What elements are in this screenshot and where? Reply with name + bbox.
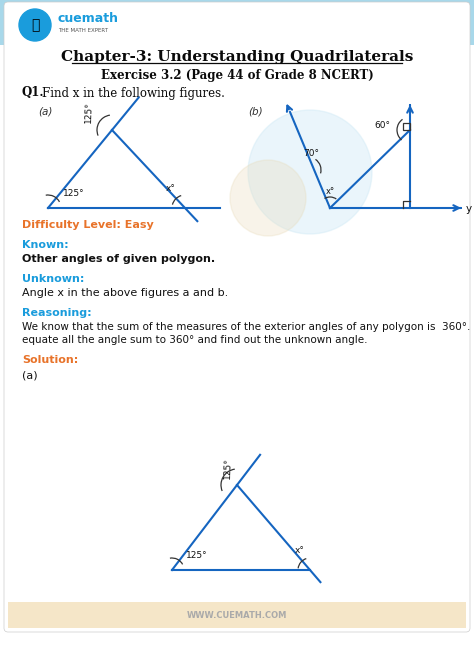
Text: 60°: 60° xyxy=(374,121,390,131)
Text: y: y xyxy=(466,204,472,214)
Circle shape xyxy=(19,9,51,41)
Text: Reasoning:: Reasoning: xyxy=(22,308,91,318)
Text: 125°: 125° xyxy=(223,457,233,479)
FancyBboxPatch shape xyxy=(0,0,474,45)
Circle shape xyxy=(230,160,306,236)
FancyBboxPatch shape xyxy=(8,602,466,628)
Text: 70°: 70° xyxy=(303,149,319,158)
Circle shape xyxy=(248,110,372,234)
Text: Find x in the following figures.: Find x in the following figures. xyxy=(42,86,225,100)
Text: Angle x in the above figures a and b.: Angle x in the above figures a and b. xyxy=(22,288,228,298)
Text: Difficulty Level: Easy: Difficulty Level: Easy xyxy=(22,220,154,230)
Text: Chapter-3: Understanding Quadrilaterals: Chapter-3: Understanding Quadrilaterals xyxy=(61,50,413,64)
Text: (b): (b) xyxy=(248,107,263,117)
Text: x°: x° xyxy=(295,546,305,555)
Text: THE MATH EXPERT: THE MATH EXPERT xyxy=(58,27,108,33)
Text: Unknown:: Unknown: xyxy=(22,274,84,284)
Text: Known:: Known: xyxy=(22,240,69,250)
Text: Other angles of given polygon.: Other angles of given polygon. xyxy=(22,254,215,264)
Text: Exercise 3.2 (Page 44 of Grade 8 NCERT): Exercise 3.2 (Page 44 of Grade 8 NCERT) xyxy=(100,68,374,82)
Text: x°: x° xyxy=(166,184,176,193)
Text: Solution:: Solution: xyxy=(22,355,78,365)
Text: (a): (a) xyxy=(22,370,37,380)
Text: Q1.: Q1. xyxy=(22,86,45,100)
Text: 125°: 125° xyxy=(63,189,85,198)
Text: x°: x° xyxy=(326,187,335,196)
FancyBboxPatch shape xyxy=(4,2,470,632)
Text: 🚀: 🚀 xyxy=(31,18,39,32)
Text: WWW.CUEMATH.COM: WWW.CUEMATH.COM xyxy=(187,610,287,620)
Text: We know that the sum of the measures of the exterior angles of any polygon is  3: We know that the sum of the measures of … xyxy=(22,322,474,332)
Text: 125°: 125° xyxy=(186,551,208,560)
Text: equate all the angle sum to 360° and find out the unknown angle.: equate all the angle sum to 360° and fin… xyxy=(22,335,367,345)
Text: cuemath: cuemath xyxy=(58,13,119,25)
Text: (a): (a) xyxy=(38,107,52,117)
Text: 125°: 125° xyxy=(84,101,94,123)
